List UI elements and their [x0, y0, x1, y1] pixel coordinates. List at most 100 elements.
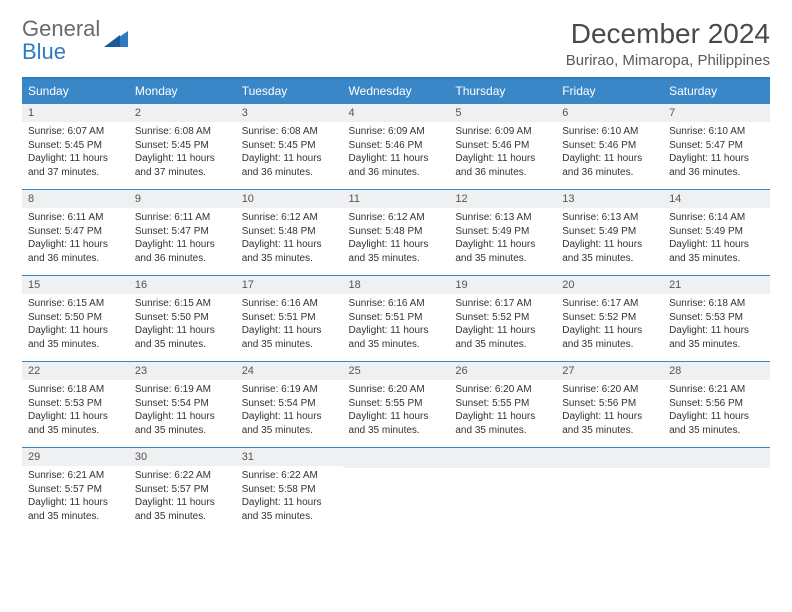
day-cell: 2Sunrise: 6:08 AMSunset: 5:45 PMDaylight… [129, 104, 236, 190]
day-cell: 16Sunrise: 6:15 AMSunset: 5:50 PMDayligh… [129, 276, 236, 362]
day-cell: 13Sunrise: 6:13 AMSunset: 5:49 PMDayligh… [556, 190, 663, 276]
sunrise-line: Sunrise: 6:18 AM [28, 383, 123, 397]
sunrise-line: Sunrise: 6:14 AM [669, 211, 764, 225]
daylight-line: Daylight: 11 hours and 35 minutes. [242, 496, 337, 523]
daylight-line: Daylight: 11 hours and 37 minutes. [28, 152, 123, 179]
day-number: 11 [343, 190, 450, 208]
day-number: 9 [129, 190, 236, 208]
daylight-line: Daylight: 11 hours and 35 minutes. [349, 410, 444, 437]
sunset-line: Sunset: 5:55 PM [349, 397, 444, 411]
day-body: Sunrise: 6:09 AMSunset: 5:46 PMDaylight:… [343, 122, 450, 183]
sunrise-line: Sunrise: 6:11 AM [28, 211, 123, 225]
day-body: Sunrise: 6:13 AMSunset: 5:49 PMDaylight:… [556, 208, 663, 269]
day-body: Sunrise: 6:17 AMSunset: 5:52 PMDaylight:… [556, 294, 663, 355]
sunset-line: Sunset: 5:53 PM [28, 397, 123, 411]
daylight-line: Daylight: 11 hours and 36 minutes. [242, 152, 337, 179]
day-number: 2 [129, 104, 236, 122]
sunset-line: Sunset: 5:57 PM [28, 483, 123, 497]
day-cell [556, 448, 663, 534]
daylight-line: Daylight: 11 hours and 35 minutes. [135, 496, 230, 523]
day-body: Sunrise: 6:08 AMSunset: 5:45 PMDaylight:… [236, 122, 343, 183]
day-number: 21 [663, 276, 770, 294]
sunrise-line: Sunrise: 6:19 AM [242, 383, 337, 397]
sunset-line: Sunset: 5:47 PM [28, 225, 123, 239]
day-cell: 11Sunrise: 6:12 AMSunset: 5:48 PMDayligh… [343, 190, 450, 276]
sunset-line: Sunset: 5:48 PM [242, 225, 337, 239]
day-cell: 26Sunrise: 6:20 AMSunset: 5:55 PMDayligh… [449, 362, 556, 448]
day-number: 23 [129, 362, 236, 380]
day-cell: 25Sunrise: 6:20 AMSunset: 5:55 PMDayligh… [343, 362, 450, 448]
day-number: 4 [343, 104, 450, 122]
day-number: 3 [236, 104, 343, 122]
day-cell: 30Sunrise: 6:22 AMSunset: 5:57 PMDayligh… [129, 448, 236, 534]
day-header: Tuesday [236, 78, 343, 104]
empty-day-number [556, 448, 663, 468]
day-body: Sunrise: 6:14 AMSunset: 5:49 PMDaylight:… [663, 208, 770, 269]
day-body: Sunrise: 6:20 AMSunset: 5:55 PMDaylight:… [343, 380, 450, 441]
day-body: Sunrise: 6:17 AMSunset: 5:52 PMDaylight:… [449, 294, 556, 355]
title-block: December 2024 Burirao, Mimaropa, Philipp… [566, 18, 770, 69]
calendar-table: SundayMondayTuesdayWednesdayThursdayFrid… [22, 77, 770, 534]
daylight-line: Daylight: 11 hours and 35 minutes. [562, 238, 657, 265]
sunset-line: Sunset: 5:52 PM [562, 311, 657, 325]
daylight-line: Daylight: 11 hours and 35 minutes. [349, 238, 444, 265]
sunrise-line: Sunrise: 6:22 AM [242, 469, 337, 483]
day-cell: 23Sunrise: 6:19 AMSunset: 5:54 PMDayligh… [129, 362, 236, 448]
day-cell: 14Sunrise: 6:14 AMSunset: 5:49 PMDayligh… [663, 190, 770, 276]
sunset-line: Sunset: 5:57 PM [135, 483, 230, 497]
logo-blue: Blue [22, 39, 66, 64]
sunset-line: Sunset: 5:49 PM [669, 225, 764, 239]
logo-triangle-icon [104, 29, 130, 54]
day-body: Sunrise: 6:15 AMSunset: 5:50 PMDaylight:… [129, 294, 236, 355]
day-cell: 17Sunrise: 6:16 AMSunset: 5:51 PMDayligh… [236, 276, 343, 362]
sunrise-line: Sunrise: 6:08 AM [242, 125, 337, 139]
day-number: 30 [129, 448, 236, 466]
sunrise-line: Sunrise: 6:13 AM [455, 211, 550, 225]
sunrise-line: Sunrise: 6:17 AM [455, 297, 550, 311]
day-cell: 29Sunrise: 6:21 AMSunset: 5:57 PMDayligh… [22, 448, 129, 534]
sunset-line: Sunset: 5:46 PM [349, 139, 444, 153]
day-cell: 18Sunrise: 6:16 AMSunset: 5:51 PMDayligh… [343, 276, 450, 362]
day-body: Sunrise: 6:10 AMSunset: 5:47 PMDaylight:… [663, 122, 770, 183]
daylight-line: Daylight: 11 hours and 35 minutes. [669, 410, 764, 437]
empty-day-number [449, 448, 556, 468]
day-number: 20 [556, 276, 663, 294]
day-number: 18 [343, 276, 450, 294]
day-body: Sunrise: 6:12 AMSunset: 5:48 PMDaylight:… [343, 208, 450, 269]
daylight-line: Daylight: 11 hours and 35 minutes. [28, 410, 123, 437]
day-cell: 19Sunrise: 6:17 AMSunset: 5:52 PMDayligh… [449, 276, 556, 362]
sunset-line: Sunset: 5:56 PM [562, 397, 657, 411]
day-number: 19 [449, 276, 556, 294]
logo-text-block: General Blue [22, 18, 100, 64]
day-number: 6 [556, 104, 663, 122]
day-number: 24 [236, 362, 343, 380]
sunrise-line: Sunrise: 6:08 AM [135, 125, 230, 139]
day-number: 7 [663, 104, 770, 122]
logo: General Blue [22, 18, 130, 64]
day-header-row: SundayMondayTuesdayWednesdayThursdayFrid… [22, 78, 770, 104]
month-title: December 2024 [566, 18, 770, 50]
day-body: Sunrise: 6:20 AMSunset: 5:55 PMDaylight:… [449, 380, 556, 441]
sunset-line: Sunset: 5:45 PM [28, 139, 123, 153]
daylight-line: Daylight: 11 hours and 35 minutes. [242, 238, 337, 265]
sunset-line: Sunset: 5:52 PM [455, 311, 550, 325]
day-number: 10 [236, 190, 343, 208]
daylight-line: Daylight: 11 hours and 35 minutes. [242, 324, 337, 351]
day-number: 29 [22, 448, 129, 466]
daylight-line: Daylight: 11 hours and 35 minutes. [135, 410, 230, 437]
daylight-line: Daylight: 11 hours and 36 minutes. [28, 238, 123, 265]
sunset-line: Sunset: 5:58 PM [242, 483, 337, 497]
day-body: Sunrise: 6:11 AMSunset: 5:47 PMDaylight:… [22, 208, 129, 269]
day-cell: 7Sunrise: 6:10 AMSunset: 5:47 PMDaylight… [663, 104, 770, 190]
daylight-line: Daylight: 11 hours and 35 minutes. [669, 238, 764, 265]
day-number: 12 [449, 190, 556, 208]
sunrise-line: Sunrise: 6:20 AM [349, 383, 444, 397]
sunrise-line: Sunrise: 6:19 AM [135, 383, 230, 397]
sunset-line: Sunset: 5:51 PM [349, 311, 444, 325]
sunset-line: Sunset: 5:45 PM [242, 139, 337, 153]
day-cell: 6Sunrise: 6:10 AMSunset: 5:46 PMDaylight… [556, 104, 663, 190]
day-number: 22 [22, 362, 129, 380]
sunrise-line: Sunrise: 6:17 AM [562, 297, 657, 311]
sunrise-line: Sunrise: 6:09 AM [349, 125, 444, 139]
day-body: Sunrise: 6:22 AMSunset: 5:58 PMDaylight:… [236, 466, 343, 527]
